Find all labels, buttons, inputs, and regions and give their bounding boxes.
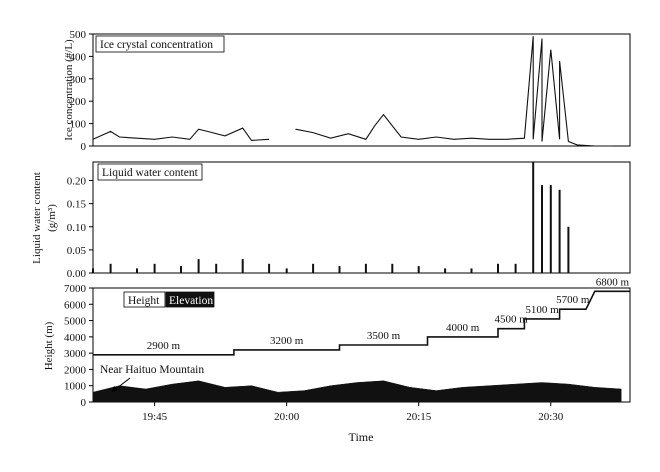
lwc-bar: [268, 263, 271, 274]
lwc-y-tick-label: 0.00: [67, 268, 87, 280]
lwc-bar: [541, 203, 543, 273]
altitude-label: 3500 m: [367, 330, 401, 342]
lwc-y-tick-label: 0.15: [67, 199, 87, 211]
panel-lwc: 0.00 0.05 0.10 0.15 0.20 Liquid water conten…: [31, 161, 631, 280]
x-tick-label: 20:30: [538, 411, 564, 423]
lwc-bar: [92, 268, 94, 273]
lwc-bar: [497, 263, 499, 274]
lwc-y-tick-label: 0.10: [67, 222, 87, 234]
lwc-bars: [92, 162, 570, 274]
lwc-y-axis-unit: (g/m³): [46, 204, 58, 232]
lwc-bar: [241, 259, 244, 273]
lwc-bar: [180, 266, 182, 273]
lwc-bar: [109, 263, 112, 274]
x-tick-label: 20:15: [406, 411, 432, 423]
lwc-y-tick-label: 0.05: [67, 245, 87, 257]
height-y-tick-label: 5000: [64, 316, 87, 328]
lwc-bar: [364, 263, 367, 274]
ice-y-tick-label: 500: [70, 29, 87, 41]
height-y-tick-label: 6000: [64, 299, 87, 311]
lwc-bar: [338, 266, 341, 273]
lwc-bar: [567, 226, 570, 274]
panel-height: 0 1000 2000 3000 4000 5000 6000 7000 2900 m 3200…: [43, 276, 631, 444]
ice-concentration-line: [92, 36, 613, 147]
haituo-arrowhead: [112, 386, 118, 392]
ice-panel-annotation: Ice crystal concentration: [100, 39, 213, 51]
legend: Height Elevation: [123, 291, 215, 308]
height-y-tick-label: 3000: [64, 348, 87, 360]
lwc-bar: [197, 259, 200, 273]
lwc-bar: [558, 189, 561, 274]
lwc-bar: [285, 268, 288, 273]
lwc-bar: [444, 268, 447, 273]
altitude-label: 4500 m: [495, 314, 529, 326]
elevation-area: [92, 380, 622, 403]
panel-ice: 0 100 200 300 400 500 Ice crystal concentrati…: [63, 29, 631, 153]
lwc-bar: [470, 268, 473, 273]
lwc-bar: [391, 263, 394, 274]
lwc-bar: [153, 263, 156, 274]
ice-y-axis-label: Ice concentration (#/L): [63, 39, 75, 141]
x-tick-label: 19:45: [142, 411, 168, 423]
height-y-tick-label: 2000: [64, 364, 87, 376]
height-y-tick-label: 1000: [64, 381, 87, 393]
lwc-bar: [215, 263, 218, 274]
ice-y-tick-label: 100: [70, 119, 87, 131]
height-y-axis-label: Height (m): [43, 321, 55, 370]
lwc-bar: [549, 185, 552, 273]
ice-y-tick-label: 200: [70, 96, 87, 108]
altitude-label: 2900 m: [147, 340, 181, 352]
lwc-bar: [136, 268, 138, 273]
ice-y-tick-label: 400: [70, 51, 87, 63]
lwc-y-tick-label: 0.20: [67, 176, 87, 188]
height-line: [93, 290, 630, 356]
x-axis-label: Time: [349, 430, 374, 444]
legend-elevation: Elevation: [169, 295, 213, 307]
altitude-label: 5100 m: [525, 304, 559, 316]
altitude-label: 4000 m: [446, 322, 480, 334]
lwc-bar: [532, 162, 535, 273]
altitude-label: 3200 m: [270, 335, 304, 347]
lwc-panel-annotation: Liquid water content: [102, 167, 199, 179]
haituo-annotation: Near Haituo Mountain: [100, 364, 204, 376]
lwc-bar: [312, 263, 315, 274]
legend-height: Height: [128, 295, 160, 307]
lwc-bar: [514, 263, 517, 274]
altitude-label: 6800 m: [596, 276, 630, 288]
altitude-label: 5700 m: [556, 294, 590, 306]
lwc-y-axis-label: Liquid water content: [31, 172, 43, 264]
height-y-tick-label: 7000: [64, 283, 87, 295]
ice-y-tick-label: 0: [81, 141, 87, 153]
height-y-tick-label: 0: [81, 397, 87, 409]
lwc-bar: [417, 266, 420, 273]
height-y-tick-label: 4000: [64, 332, 87, 344]
ice-y-tick-label: 300: [70, 74, 87, 86]
x-tick-label: 20:00: [274, 411, 300, 423]
